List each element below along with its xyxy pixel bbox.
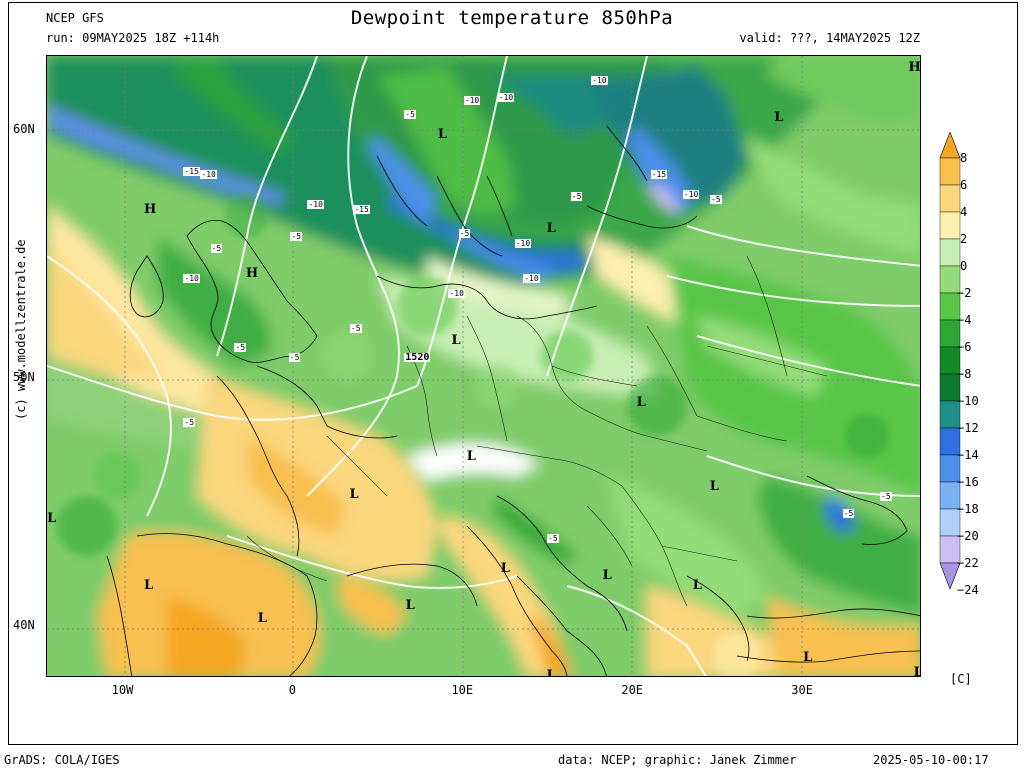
- contour-value: -10: [200, 169, 217, 179]
- contour-value: -5: [404, 110, 416, 120]
- contour-value: -5: [288, 353, 301, 363]
- contour-value: -5: [842, 509, 855, 519]
- credit-text: (c) www.modellzentrale.de: [14, 239, 28, 420]
- low-pressure-label: L: [437, 127, 447, 143]
- colorbar-level-label: 2: [960, 232, 968, 246]
- longitude-label: 20E: [621, 683, 644, 697]
- low-pressure-label: L: [602, 568, 612, 584]
- contour-value: -5: [570, 192, 583, 202]
- contour-value: -5: [234, 343, 247, 353]
- contour-value: -15: [353, 204, 370, 214]
- colorbar-segment: [939, 157, 961, 186]
- colorbar: [939, 132, 961, 590]
- page-title: Dewpoint temperature 850hPa: [350, 7, 674, 29]
- colorbar-level-label: −4: [957, 313, 972, 327]
- run-label: run: 09MAY2025 18Z +114h: [46, 31, 220, 45]
- colorbar-level-label: −22: [957, 556, 979, 570]
- colorbar-level-label: 0: [960, 259, 968, 273]
- longitude-label: 10E: [451, 683, 474, 697]
- contour-value: -10: [463, 95, 481, 105]
- contour-value: -10: [448, 288, 465, 298]
- colorbar-level-label: −20: [957, 529, 979, 543]
- contour-value: -10: [523, 274, 540, 284]
- contour-value: -10: [682, 189, 700, 199]
- contour-value: -5: [210, 244, 223, 254]
- low-pressure-label: L: [692, 578, 702, 594]
- latitude-label: 40N: [13, 617, 35, 632]
- contour-value: -15: [183, 167, 200, 177]
- longitude-label: 0: [288, 683, 296, 697]
- low-pressure-label: L: [774, 109, 784, 125]
- contour-value: -5: [349, 323, 362, 333]
- geopotential-contours: [47, 56, 920, 676]
- colorbar-segment: [939, 238, 961, 267]
- contour-value: -5: [290, 231, 303, 241]
- colorbar-top-arrow: [939, 132, 961, 159]
- colorbar-level-label: −18: [957, 502, 979, 516]
- low-pressure-label: L: [257, 610, 267, 626]
- low-pressure-label: L: [546, 667, 556, 677]
- contour-value: -10: [514, 239, 532, 249]
- contour-value: -15: [650, 169, 668, 179]
- low-pressure-label: L: [47, 511, 57, 527]
- country-borders: [246, 255, 828, 607]
- low-pressure-label: L: [636, 394, 646, 410]
- contour-value: -5: [710, 194, 722, 204]
- contour-value: -10: [307, 199, 324, 209]
- low-pressure-label: L: [451, 332, 461, 348]
- contour-value: -5: [458, 229, 471, 239]
- low-pressure-label: L: [803, 650, 813, 666]
- low-pressure-label: L: [143, 578, 154, 594]
- contour-value: -5: [183, 417, 196, 427]
- colorbar-level-label: 4: [960, 205, 968, 219]
- dewpoint-detail: [57, 194, 889, 676]
- high-pressure-label: H: [908, 60, 921, 76]
- colorbar-level-label: −16: [957, 475, 979, 489]
- high-pressure-label: H: [143, 201, 157, 217]
- map-canvas: [47, 56, 920, 676]
- latitude-label: 50N: [13, 370, 35, 385]
- colorbar-level-label: −10: [957, 394, 979, 408]
- longitude-label: 10W: [111, 683, 134, 697]
- colorbar-level-label: −8: [957, 367, 972, 381]
- contour-value: 1520: [404, 352, 431, 364]
- colorbar-unit: [C]: [950, 672, 972, 686]
- figure-frame: [8, 2, 1018, 745]
- longitude-label: 30E: [791, 683, 813, 697]
- dewpoint-map: HHHLLLLLLLLLLLLLLLLLL -10-10-10-5-15-10-…: [46, 55, 921, 677]
- contour-value: -5: [880, 492, 892, 502]
- colorbar-segment: [939, 211, 961, 240]
- colorbar-level-label: −12: [957, 421, 979, 435]
- colorbar-level-label: −6: [957, 340, 972, 354]
- contour-value: -5: [547, 534, 559, 544]
- colorbar-level-label: −2: [957, 286, 972, 300]
- low-pressure-label: L: [546, 221, 556, 237]
- contour-value: -10: [183, 274, 200, 284]
- footer-timestamp: 2025-05-10-00:17: [873, 753, 989, 767]
- contour-value: -10: [591, 75, 608, 85]
- colorbar-level-label: −24: [957, 583, 979, 597]
- low-pressure-label: L: [466, 449, 476, 465]
- latitude-label: 60N: [13, 122, 35, 137]
- model-label: NCEP GFS: [46, 11, 104, 25]
- low-pressure-label: L: [349, 486, 359, 502]
- low-pressure-label: L: [709, 479, 719, 495]
- contour-value: -10: [497, 93, 515, 103]
- colorbar-level-label: 6: [960, 178, 968, 192]
- graticule: [47, 56, 920, 676]
- colorbar-level-label: 8: [960, 151, 968, 165]
- colorbar-bottom-arrow: [939, 562, 961, 590]
- coastlines: [106, 125, 920, 676]
- footer-data-credit: data: NCEP; graphic: Janek Zimmer: [558, 753, 797, 767]
- low-pressure-label: L: [405, 598, 415, 614]
- colorbar-level-label: −14: [957, 448, 979, 462]
- footer-grads: GrADS: COLA/IGES: [4, 753, 120, 767]
- low-pressure-label: L: [500, 560, 510, 576]
- high-pressure-label: H: [245, 266, 259, 282]
- low-pressure-label: L: [914, 665, 920, 676]
- valid-label: valid: ???, 14MAY2025 12Z: [739, 31, 920, 45]
- colorbar-segment: [939, 184, 961, 213]
